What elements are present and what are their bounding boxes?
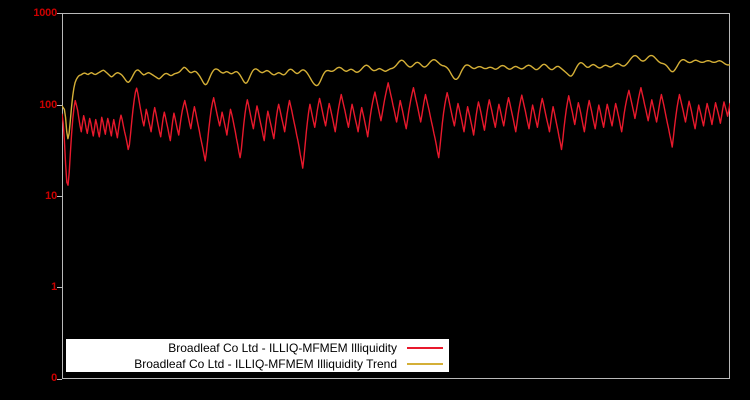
y-axis-label-1000: 1000 xyxy=(33,7,57,19)
legend-label-illiquidity-trend: Broadleaf Co Ltd - ILLIQ-MFMEM Illiquidi… xyxy=(134,357,397,371)
legend-item-illiquidity-trend: Broadleaf Co Ltd - ILLIQ-MFMEM Illiquidi… xyxy=(66,356,449,372)
y-tickmark-100 xyxy=(57,105,62,106)
series-line-illiquidity-trend xyxy=(62,54,730,140)
y-axis-label-0: 0 xyxy=(51,372,57,384)
y-axis-label-100: 100 xyxy=(39,99,57,111)
y-tickmark-1000 xyxy=(57,13,62,14)
legend-swatch-illiquidity xyxy=(407,347,443,349)
legend-label-illiquidity: Broadleaf Co Ltd - ILLIQ-MFMEM Illiquidi… xyxy=(168,341,397,355)
y-axis-label-10: 10 xyxy=(45,190,57,202)
series-plot-layer xyxy=(62,54,730,186)
y-tickmark-1 xyxy=(57,287,62,288)
legend-item-illiquidity: Broadleaf Co Ltd - ILLIQ-MFMEM Illiquidi… xyxy=(66,340,449,356)
y-tickmark-0 xyxy=(57,379,62,380)
y-tickmark-10 xyxy=(57,196,62,197)
legend-swatch-illiquidity-trend xyxy=(407,363,443,365)
y-axis-label-1: 1 xyxy=(51,281,57,293)
chart-legend: Broadleaf Co Ltd - ILLIQ-MFMEM Illiquidi… xyxy=(66,339,449,372)
series-line-illiquidity xyxy=(62,82,730,186)
